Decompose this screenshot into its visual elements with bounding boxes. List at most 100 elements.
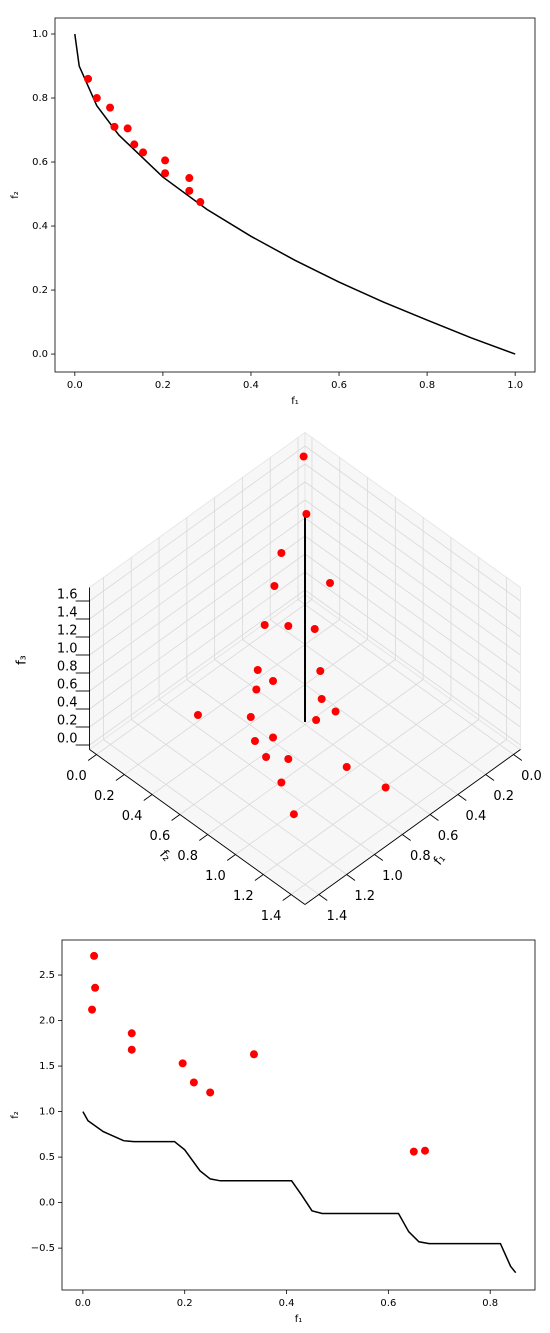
z-tick-label: 0.8 [57, 660, 78, 675]
x-tick-label: 1.0 [507, 380, 523, 391]
point [270, 582, 279, 590]
grid-line [304, 463, 521, 620]
z-tick-label: 0.4 [57, 696, 78, 711]
x-tick-label: 0.8 [419, 380, 435, 391]
x-tick [318, 894, 328, 901]
point [317, 695, 326, 703]
point [284, 622, 293, 630]
point [381, 783, 390, 792]
z-tick-label: 0.2 [57, 714, 78, 729]
point [139, 148, 148, 157]
y-axis-label: f₂ [10, 1111, 21, 1119]
grid-line [96, 599, 313, 755]
x-tick-label: 1.0 [382, 869, 403, 884]
grid-line [131, 719, 347, 875]
z-tick-label: 0.0 [57, 732, 78, 747]
y-tick-label: −0.5 [31, 1243, 55, 1254]
y-tick [226, 854, 236, 861]
x-tick [457, 794, 467, 801]
plot-frame [54, 17, 536, 373]
point [269, 733, 278, 742]
y-tick-label: 0.5 [39, 1152, 55, 1163]
y-tick [282, 894, 292, 901]
x-axis-line [304, 749, 521, 905]
point [161, 169, 170, 178]
point [123, 124, 132, 133]
x-tick [485, 774, 495, 781]
x-tick-label: 0.2 [177, 1298, 193, 1309]
point [262, 753, 271, 761]
grid-line [103, 739, 320, 895]
point [84, 74, 93, 83]
point [269, 677, 278, 685]
y-tick-label: 1.4 [261, 909, 282, 924]
point [206, 1088, 215, 1097]
z-axis-label: f₃ [15, 655, 30, 665]
x-tick [513, 754, 523, 761]
x-tick-label: 0.2 [493, 789, 514, 804]
z-tick-label: 1.6 [57, 588, 78, 603]
point [284, 755, 293, 763]
x-tick-label: 0.8 [410, 849, 431, 864]
plot-frame [61, 939, 536, 1291]
point [161, 156, 170, 165]
grid-line [304, 499, 521, 656]
point [88, 1005, 97, 1014]
point [127, 1045, 136, 1054]
point [92, 94, 101, 103]
y-tick-label: 0.8 [177, 849, 198, 864]
x-tick-label: 0.0 [521, 769, 542, 784]
grid-line [89, 463, 306, 620]
y-tick-label: 1.2 [233, 889, 254, 904]
point [316, 667, 325, 675]
x-tick-label: 1.4 [327, 909, 348, 924]
grid-line [304, 553, 521, 710]
y-tick-label: 0.6 [150, 829, 171, 844]
grid-line [89, 499, 306, 656]
point [277, 549, 286, 557]
grid-line [214, 659, 431, 815]
grid-line [290, 739, 507, 895]
x-tick [402, 834, 411, 841]
grid-line [235, 699, 452, 855]
y-tick-label: 1.0 [32, 29, 48, 40]
point [312, 716, 321, 724]
x-tick-label: 0.4 [279, 1298, 295, 1309]
x-tick-label: 0.0 [67, 380, 83, 391]
point [130, 140, 139, 149]
x-axis-label: f₁ [295, 1314, 303, 1325]
y-tick [171, 814, 181, 821]
grid-line [89, 445, 306, 602]
point [110, 122, 119, 131]
y-tick-label: 1.5 [39, 1061, 55, 1072]
z-tick-label: 1.2 [57, 624, 78, 639]
y-tick-label: 0.0 [66, 769, 87, 784]
line [82, 1111, 517, 1274]
point [302, 510, 311, 518]
grid-line [304, 517, 521, 674]
x-tick-label: 0.8 [482, 1298, 498, 1309]
x-tick-label: 0.4 [243, 380, 259, 391]
y-tick-label: 0.2 [94, 789, 115, 804]
grid-line [304, 589, 521, 746]
y-tick [87, 754, 97, 761]
x-tick-label: 1.2 [354, 889, 375, 904]
point [252, 685, 261, 694]
y-tick-label: 0.4 [32, 221, 48, 232]
grid-line [263, 719, 479, 875]
point [250, 737, 259, 745]
grid-line [124, 619, 340, 775]
z-tick-label: 1.4 [57, 606, 78, 621]
point [310, 625, 319, 633]
z-tick-label: 1.0 [57, 642, 78, 657]
grid-line [304, 445, 521, 602]
point [90, 951, 99, 960]
x-tick [429, 814, 439, 821]
x-tick-label: 0.6 [380, 1298, 396, 1309]
grid-line [89, 553, 306, 710]
point [193, 711, 202, 719]
x-tick-label: 0.0 [75, 1298, 91, 1309]
x-tick-label: 0.2 [155, 380, 171, 391]
y-tick [199, 834, 208, 841]
